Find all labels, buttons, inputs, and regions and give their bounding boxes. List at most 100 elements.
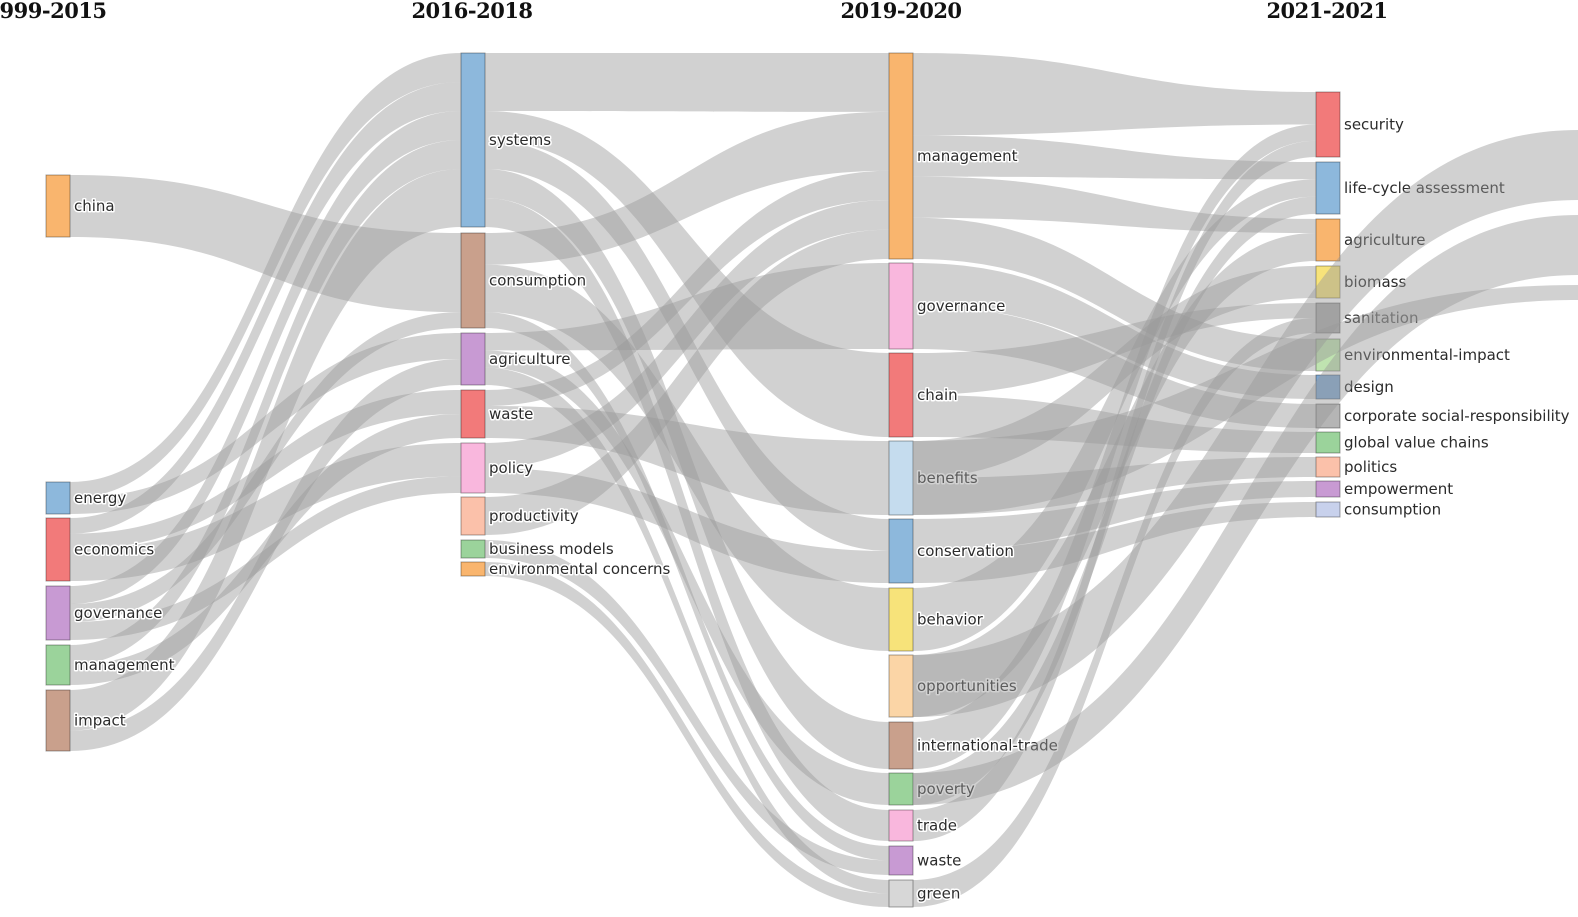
flow-link [485, 367, 889, 894]
node-bar [460, 539, 486, 559]
node-label: global value chains [1344, 434, 1489, 452]
node-label: governance [917, 297, 1005, 315]
flow-link [70, 140, 461, 665]
flow-link [485, 200, 889, 468]
node-n3-gvc[interactable]: global value chains [1315, 431, 1490, 454]
node-n3-politics[interactable]: politics [1315, 456, 1399, 478]
flow-link [485, 540, 889, 875]
node-bar [460, 332, 486, 386]
node-n0-energy[interactable]: energy [45, 481, 128, 515]
flow-link [70, 443, 461, 581]
node-n2-green[interactable]: green [888, 879, 962, 908]
node-bar [888, 587, 914, 652]
node-n2-chain[interactable]: chain [888, 352, 959, 438]
flow-link [913, 285, 1578, 515]
topic-nodes: china energy economics governance management… [45, 52, 1571, 908]
flow-link [485, 562, 889, 907]
node-label: biomass [1344, 273, 1406, 291]
node-n2-governance[interactable]: governance [888, 262, 1007, 350]
flow-link [485, 111, 889, 437]
node-n1-policy[interactable]: policy [460, 442, 535, 494]
node-n2-behavior[interactable]: behavior [888, 587, 985, 652]
flow-link [913, 179, 1316, 652]
node-n1-agriculture[interactable]: agriculture [460, 332, 572, 386]
node-bar [460, 232, 486, 329]
node-n3-envimpact[interactable]: environmental-impact [1315, 338, 1512, 372]
node-n3-sanitation[interactable]: sanitation [1315, 302, 1420, 334]
flow-link [913, 140, 1316, 841]
node-label: conservation [917, 542, 1014, 560]
flow-link [485, 198, 889, 841]
flow-links [70, 53, 1316, 907]
node-n2-conservation[interactable]: conservation [888, 518, 1015, 584]
node-bar [45, 689, 71, 752]
node-n3-biomass[interactable]: biomass [1315, 265, 1408, 299]
node-n2-trade[interactable]: trade [888, 809, 959, 842]
node-n0-management[interactable]: management [45, 644, 176, 686]
node-n3-empowerment[interactable]: empowerment [1315, 479, 1455, 500]
node-n3-csr[interactable]: corporate social-responsibility [1315, 403, 1571, 429]
node-n3-consumption[interactable]: consumption [1315, 499, 1443, 520]
node-bar [1315, 403, 1341, 429]
node-n3-design[interactable]: design [1315, 374, 1395, 400]
node-label: systems [489, 131, 551, 149]
node-n1-productivity[interactable]: productivity [460, 496, 580, 536]
node-bar [1315, 456, 1341, 478]
node-n1-envconcerns[interactable]: environmental concerns [460, 559, 672, 580]
flow-link [913, 217, 1316, 371]
node-label: environmental concerns [489, 560, 670, 578]
node-bar [45, 174, 71, 238]
node-n1-business[interactable]: business models [460, 539, 615, 560]
node-bar [45, 517, 71, 582]
flow-link [913, 53, 1316, 136]
node-label: life-cycle assessment [1344, 179, 1505, 197]
node-bar [1315, 265, 1341, 299]
node-n0-economics[interactable]: economics [45, 517, 156, 582]
node-n0-china[interactable]: china [45, 174, 116, 238]
flow-link [485, 312, 889, 861]
node-bar [1315, 91, 1341, 158]
node-n1-systems[interactable]: systems [460, 52, 553, 228]
flow-link [913, 306, 1316, 428]
flow-link [485, 406, 889, 515]
flow-link [913, 196, 1316, 805]
node-n2-benefits[interactable]: benefits [888, 440, 979, 516]
node-label: policy [489, 459, 533, 477]
node-n3-lca[interactable]: life-cycle assessment [1315, 161, 1506, 215]
flow-link [70, 359, 461, 751]
flow-link [913, 457, 1316, 515]
node-n3-agriculture[interactable]: agriculture [1315, 218, 1427, 262]
node-bar [1315, 218, 1341, 262]
node-n2-inttrade[interactable]: international-trade [888, 721, 1059, 770]
flow-link [70, 111, 461, 604]
flow-link [485, 263, 889, 351]
node-n2-waste[interactable]: waste [888, 845, 963, 876]
node-label: productivity [489, 507, 579, 525]
column-headers: 1999-2015 2016-2018 2019-2020 2021-2021 [0, 0, 1388, 23]
node-n2-poverty[interactable]: poverty [888, 772, 976, 806]
node-bar [1315, 374, 1341, 400]
node-bar [888, 809, 914, 842]
node-label: management [74, 656, 175, 674]
node-bar [888, 879, 914, 908]
node-label: politics [1344, 458, 1397, 476]
node-n1-consumption[interactable]: consumption [460, 232, 588, 329]
node-label: opportunities [917, 677, 1017, 695]
node-label: governance [74, 604, 162, 622]
node-bar [45, 644, 71, 686]
node-n3-security[interactable]: security [1315, 91, 1406, 158]
node-bar [460, 442, 486, 494]
node-n1-waste[interactable]: waste [460, 389, 535, 439]
flow-link [913, 233, 1316, 717]
flow-link [70, 333, 461, 514]
column-header-2019-2020: 2019-2020 [840, 0, 961, 23]
node-n0-impact[interactable]: impact [45, 689, 127, 752]
node-n2-opportunities[interactable]: opportunities [888, 654, 1018, 718]
node-label: consumption [489, 272, 586, 290]
offscreen-flows [913, 130, 1578, 805]
node-n0-governance[interactable]: governance [45, 585, 164, 641]
node-n2-management[interactable]: management [888, 52, 1019, 260]
node-label: empowerment [1344, 480, 1453, 498]
node-bar [1315, 431, 1341, 454]
node-bar [1315, 161, 1341, 215]
